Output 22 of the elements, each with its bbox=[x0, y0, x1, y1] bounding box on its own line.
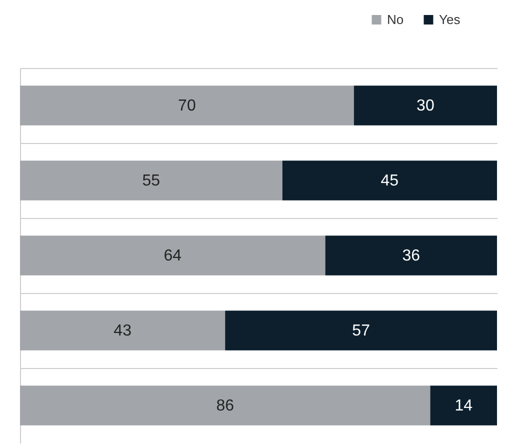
bar bbox=[20, 310, 226, 350]
data-label: 14 bbox=[454, 398, 473, 414]
bar bbox=[20, 160, 282, 200]
data-label: 70 bbox=[178, 98, 196, 114]
legend-label: Yes bbox=[439, 12, 461, 27]
bar bbox=[325, 236, 497, 276]
bar bbox=[430, 386, 497, 426]
bar bbox=[354, 86, 497, 126]
bar bbox=[20, 236, 326, 276]
bar bbox=[20, 86, 354, 126]
data-label: 30 bbox=[416, 98, 434, 114]
data-label: 55 bbox=[142, 172, 160, 190]
bar bbox=[225, 310, 497, 350]
data-label: 36 bbox=[402, 248, 420, 264]
legend-label: No bbox=[387, 12, 404, 27]
data-label: 57 bbox=[352, 322, 370, 340]
data-label: 64 bbox=[164, 248, 182, 264]
data-label: 86 bbox=[216, 398, 234, 414]
bar bbox=[20, 386, 430, 426]
data-label: 45 bbox=[380, 172, 399, 190]
data-label: 43 bbox=[114, 322, 132, 340]
bar bbox=[282, 160, 497, 200]
